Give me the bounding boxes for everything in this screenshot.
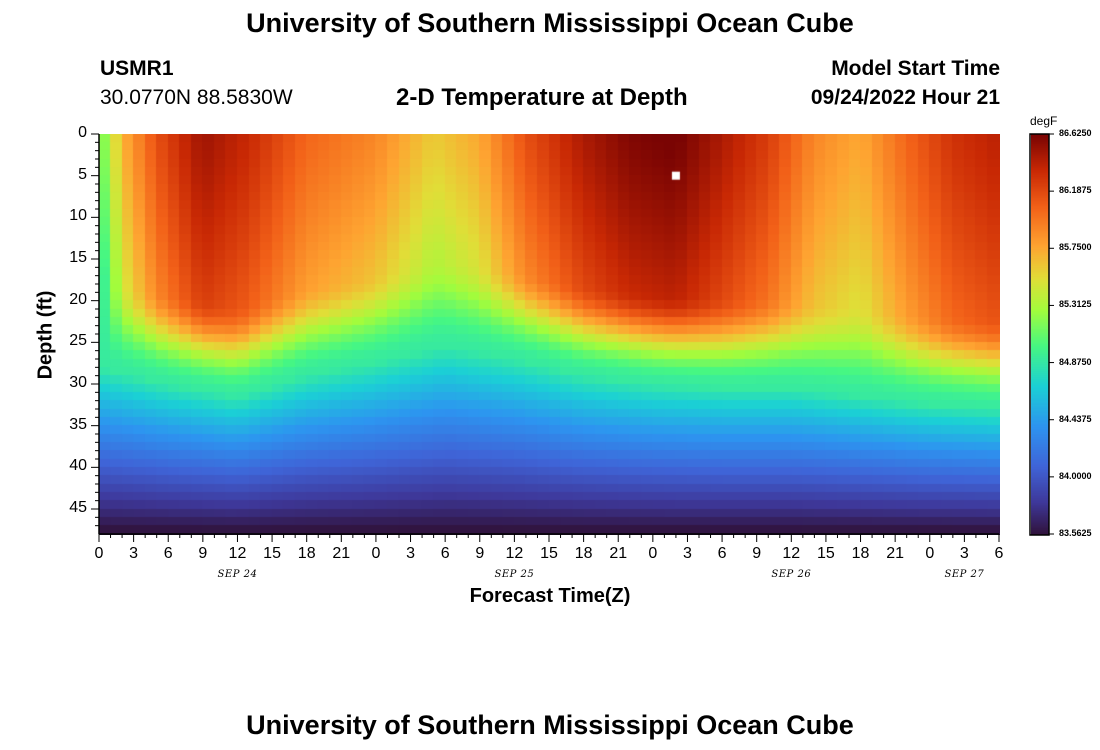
colorbar-unit: degF	[1030, 114, 1058, 128]
colorbar-label: 84.8750	[1059, 356, 1092, 367]
x-tick-label: 9	[475, 545, 485, 562]
y-tick-label: 40	[69, 457, 87, 475]
colorbar-label: 86.1875	[1059, 185, 1092, 196]
x-tick-label: 3	[129, 545, 139, 562]
x-tick-label: 18	[574, 545, 593, 562]
x-tick-label: 3	[406, 545, 415, 562]
x-tick-label: 6	[717, 545, 727, 562]
x-tick-label: 12	[505, 545, 524, 562]
y-tick-label: 0	[78, 124, 87, 141]
x-tick-label: 0	[94, 545, 104, 562]
colorbar-gradient	[1031, 134, 1049, 535]
x-tick-label: 3	[959, 545, 969, 562]
x-axis-title: Forecast Time(Z)	[469, 585, 631, 607]
y-tick-label: 25	[69, 332, 87, 350]
x-tick-label: 6	[163, 545, 173, 562]
y-tick-label: 10	[69, 207, 87, 225]
y-tick-label: 35	[69, 415, 87, 433]
y-tick-label: 45	[69, 499, 87, 516]
model-start-time: 09/24/2022 Hour 21	[810, 86, 1000, 109]
x-tick-label: 9	[198, 545, 208, 562]
date-label: SEP 25	[494, 569, 535, 580]
station-id: USMR1	[100, 57, 174, 80]
x-tick-label: 12	[228, 545, 247, 562]
x-tick-label: 6	[994, 545, 1004, 562]
colorbar-label: 83.5625	[1059, 528, 1092, 538]
chart-title-top: University of Southern Mississippi Ocean…	[246, 8, 854, 38]
x-tick-label: 0	[648, 545, 658, 562]
x-tick-label: 3	[683, 545, 692, 562]
x-tick-label: 15	[263, 545, 281, 562]
x-tick-label: 0	[371, 545, 381, 562]
colorbar-frame	[1029, 133, 1050, 536]
date-label: SEP 24	[217, 569, 258, 580]
colorbar-label: 84.0000	[1059, 470, 1092, 481]
y-tick-label: 5	[78, 165, 87, 183]
x-tick-label: 18	[851, 545, 870, 562]
colorbar-label: 86.6250	[1059, 128, 1092, 138]
y-tick-label: 20	[69, 290, 87, 308]
y-tick-label: 30	[69, 374, 87, 391]
x-tick-label: 21	[332, 545, 351, 562]
x-tick-label: 15	[540, 545, 558, 562]
chart-title-bottom: University of Southern Mississippi Ocean…	[246, 710, 854, 740]
colorbar-label: 85.7500	[1059, 242, 1092, 253]
plot-title: 2-D Temperature at Depth	[396, 84, 688, 111]
x-tick-label: 6	[440, 545, 450, 562]
x-tick-label: 12	[782, 545, 801, 562]
x-tick-label: 9	[752, 545, 762, 562]
x-tick-label: 21	[609, 545, 628, 562]
y-tick-label: 15	[69, 249, 87, 266]
temperature-heatmap	[99, 134, 1000, 535]
x-tick-label: 15	[817, 545, 835, 562]
x-tick-label: 21	[886, 545, 905, 562]
model-start-label: Model Start Time	[831, 57, 1000, 80]
date-label: SEP 27	[944, 569, 985, 580]
y-axis-title: Depth (ft)	[34, 290, 57, 380]
station-coordinates: 30.0770N 88.5830W	[100, 86, 293, 109]
x-tick-label: 18	[297, 545, 316, 562]
x-tick-label: 0	[925, 545, 935, 562]
colorbar-label: 84.4375	[1059, 413, 1092, 424]
colorbar-label: 85.3125	[1059, 299, 1092, 310]
date-label: SEP 26	[771, 569, 812, 580]
